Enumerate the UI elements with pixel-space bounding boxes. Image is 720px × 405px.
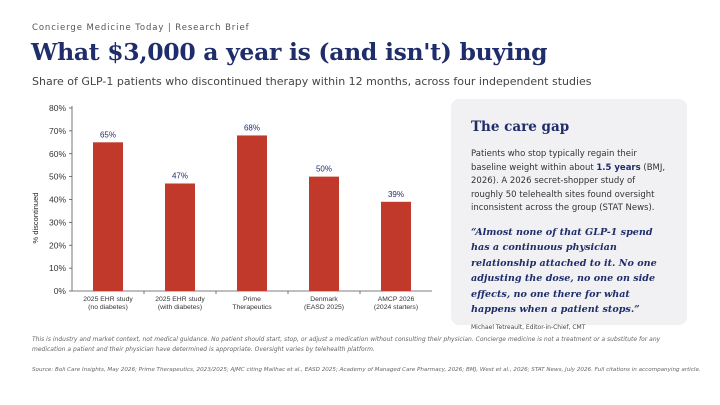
page-title: What $3,000 a year is (and isn't) buying [31, 38, 548, 66]
bar-data-label: 39% [388, 190, 404, 199]
bar-data-labels: 65% 47% 68% 50% 39% [100, 123, 404, 198]
bar-data-label: 68% [244, 123, 260, 132]
bar-data-label: 65% [100, 130, 116, 139]
y-tick-label: 40% [49, 195, 66, 205]
x-tick-label: Prime Therapeutics [232, 296, 272, 311]
y-tick-label: 80% [49, 103, 66, 113]
care-gap-card: The care gap Patients who stop typically… [451, 99, 687, 331]
bar [237, 135, 267, 291]
y-axis-label: % discontinued [31, 193, 40, 244]
y-tick-label: 50% [49, 172, 66, 182]
bar [309, 176, 339, 291]
card-attribution: Michael Tetreault, Editor-in-Chief, CMT [471, 323, 586, 331]
disclaimer: This is industry and market context, not… [32, 336, 661, 353]
kicker: Concierge Medicine Today | Research Brie… [32, 23, 250, 33]
card-title: The care gap [471, 119, 570, 135]
x-axis-ticks: 2025 EHR study (no diabetes) 2025 EHR stud… [83, 291, 418, 311]
x-tick-label: 2025 EHR study (with diabetes) [155, 296, 205, 311]
y-tick-label: 30% [49, 217, 66, 227]
chart-bars [93, 135, 411, 291]
bar [93, 142, 123, 291]
bar-data-label: 47% [172, 171, 188, 180]
page-subtitle: Share of GLP-1 patients who discontinued… [32, 75, 592, 88]
card-body-text-2: (BMJ, 2026). A 2026 secret-shopper study… [471, 162, 666, 214]
y-tick-label: 10% [49, 263, 66, 273]
bar [165, 183, 195, 291]
card-body-highlight: 1.5 years [596, 162, 641, 173]
y-tick-label: 60% [49, 149, 66, 159]
x-tick-label: 2025 EHR study (no diabetes) [83, 296, 133, 311]
source-citations: Source: Boli Care Insights, May 2026; Pr… [32, 367, 701, 373]
y-tick-label: 20% [49, 240, 66, 250]
x-tick-label: AMCP 2026 (2024 starters) [374, 296, 418, 311]
card-body: Patients who stop typically regain their… [471, 148, 667, 216]
bar [381, 201, 411, 291]
y-tick-label: 70% [49, 126, 66, 136]
y-tick-label: 0% [54, 286, 67, 296]
bar-data-label: 50% [316, 165, 332, 174]
y-axis-ticks: 0% 10% 20% 30% 40% 50% 60% 70% 80% [49, 103, 72, 296]
discontinuation-bar-chart: 0% 10% 20% 30% 40% 50% 60% 70% 80% 65% 47% 68% 50% 3… [31, 103, 432, 311]
x-tick-label: Denmark (EASD 2025) [304, 296, 344, 311]
card-body-text-1: Patients who stop typically regain their… [471, 149, 637, 173]
card-quote: “Almost none of that GLP-1 spend has a c… [471, 226, 657, 316]
